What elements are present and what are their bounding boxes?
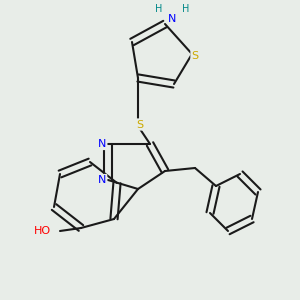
Text: S: S [136, 119, 143, 130]
Text: N: N [168, 14, 177, 25]
Text: N: N [98, 139, 106, 149]
Text: S: S [191, 50, 199, 61]
Text: H: H [155, 4, 163, 14]
Text: HO: HO [34, 226, 51, 236]
Text: H: H [182, 4, 190, 14]
Text: N: N [98, 175, 106, 185]
